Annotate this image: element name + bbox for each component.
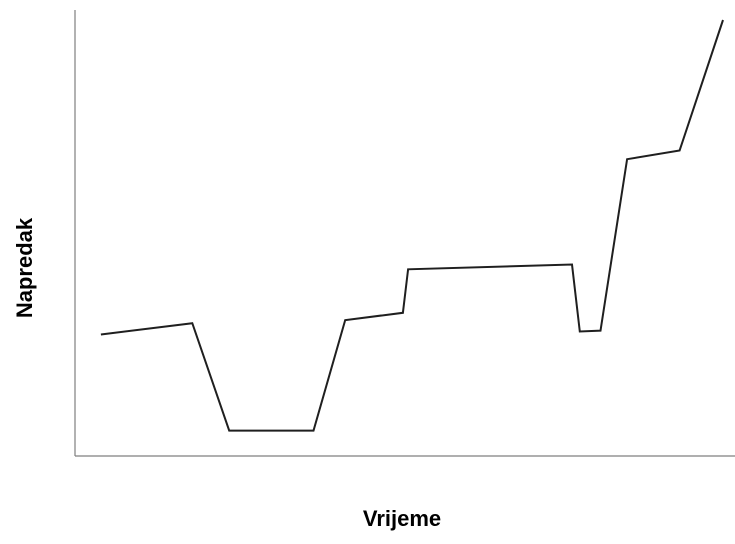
- x-axis-label: Vrijeme: [362, 506, 442, 531]
- y-axis-label: Napredak: [12, 217, 37, 319]
- series-layer: [100, 19, 724, 432]
- series-line-0: [100, 19, 724, 432]
